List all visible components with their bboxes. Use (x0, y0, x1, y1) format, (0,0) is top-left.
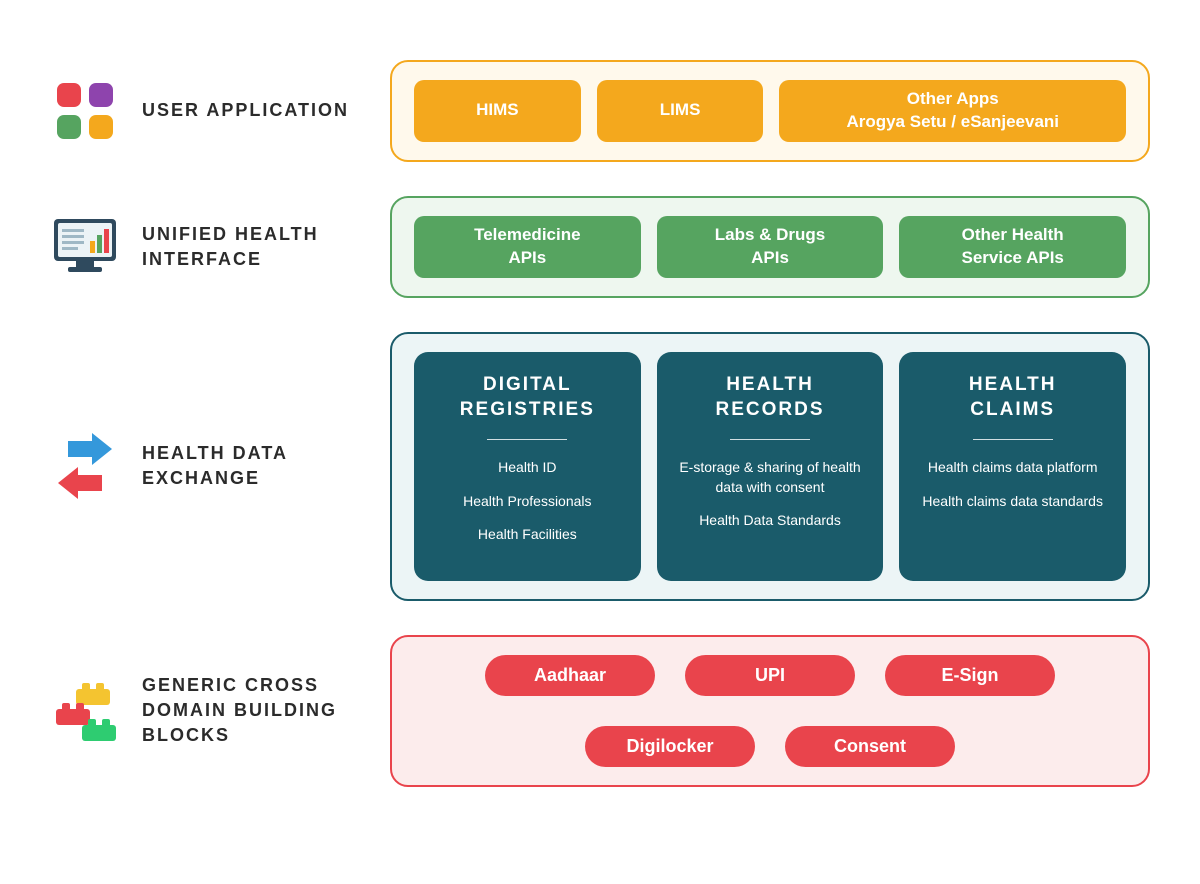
layer-health-data-exchange: HEALTH DATA EXCHANGE DIGITALREGISTRIES He… (50, 332, 1150, 601)
card-item: Health Data Standards (699, 511, 841, 531)
layer-left: GENERIC CROSS DOMAIN BUILDING BLOCKS (50, 673, 390, 749)
card-title-line: REGISTRIES (460, 397, 595, 423)
chip-line: Other Health (962, 224, 1064, 247)
card-title: HEALTHRECORDS (716, 372, 825, 423)
title-text: HEALTH DATA EXCHANGE (142, 443, 287, 488)
layer-title: UNIFIED HEALTH INTERFACE (142, 222, 390, 272)
card-item: Health Facilities (478, 525, 577, 545)
card-health-data-exchange-1: HEALTHRECORDS E-storage & sharing of heal… (657, 352, 884, 581)
pill-aadhaar: Aadhaar (485, 655, 655, 696)
card-health-data-exchange-0: DIGITALREGISTRIES Health ID Health Profess… (414, 352, 641, 581)
chip-line: Other Apps (907, 88, 999, 111)
pill-consent: Consent (785, 726, 955, 767)
card-item: Health ID (498, 458, 556, 478)
card-title-line: RECORDS (716, 397, 825, 423)
pill-upi: UPI (685, 655, 855, 696)
layer-title: USER APPLICATION (142, 98, 349, 123)
chip-line: APIs (751, 247, 789, 270)
chip-line: LIMS (660, 99, 701, 122)
card-item: Health claims data standards (922, 492, 1103, 512)
layer-user-application: USER APPLICATION HIMS LIMS Other AppsArogy… (50, 60, 1150, 162)
layer-title: HEALTH DATA EXCHANGE (142, 441, 390, 491)
apps-icon (50, 76, 120, 146)
layer-container-gcdbb: Aadhaar UPI E-Sign Digilocker Consent (390, 635, 1150, 787)
layer-unified-health-interface: UNIFIED HEALTH INTERFACE TelemedicineAPI… (50, 196, 1150, 298)
card-health-data-exchange-2: HEALTHCLAIMS Health claims data platform H… (899, 352, 1126, 581)
title-text: UNIFIED HEALTH INTERFACE (142, 224, 319, 269)
chip-user-application-2: Other AppsArogya Setu / eSanjeevani (779, 80, 1126, 142)
pill-digilocker: Digilocker (585, 726, 755, 767)
layer-left: UNIFIED HEALTH INTERFACE (50, 212, 390, 282)
title-text: GENERIC CROSS DOMAIN BUILDING BLOCKS (142, 675, 337, 745)
chip-unified-health-interface-0: TelemedicineAPIs (414, 216, 641, 278)
card-title-line: CLAIMS (969, 397, 1057, 423)
chip-line: Service APIs (961, 247, 1063, 270)
card-title-line: HEALTH (716, 372, 825, 398)
chip-user-application-1: LIMS (597, 80, 764, 142)
chip-unified-health-interface-2: Other HealthService APIs (899, 216, 1126, 278)
layer-title: GENERIC CROSS DOMAIN BUILDING BLOCKS (142, 673, 362, 749)
chip-line: Arogya Setu / eSanjeevani (846, 111, 1059, 134)
card-divider (973, 439, 1053, 440)
layer-container-hde: DIGITALREGISTRIES Health ID Health Profess… (390, 332, 1150, 601)
card-title-line: HEALTH (969, 372, 1057, 398)
card-title-line: DIGITAL (460, 372, 595, 398)
card-title: HEALTHCLAIMS (969, 372, 1057, 423)
card-item: Health Professionals (463, 492, 591, 512)
layer-generic-cross-domain: GENERIC CROSS DOMAIN BUILDING BLOCKS Aad… (50, 635, 1150, 787)
chip-line: HIMS (476, 99, 519, 122)
chip-unified-health-interface-1: Labs & DrugsAPIs (657, 216, 884, 278)
pill-row-1: Digilocker Consent (414, 726, 1126, 767)
blocks-icon (50, 676, 120, 746)
card-item: Health claims data platform (928, 458, 1098, 478)
exchange-icon (50, 431, 120, 501)
layer-left: HEALTH DATA EXCHANGE (50, 431, 390, 501)
pill-row-0: Aadhaar UPI E-Sign (414, 655, 1126, 696)
chip-line: Labs & Drugs (715, 224, 826, 247)
card-divider (487, 439, 567, 440)
layer-left: USER APPLICATION (50, 76, 390, 146)
layer-container-uhi: TelemedicineAPIsLabs & DrugsAPIsOther He… (390, 196, 1150, 298)
card-title: DIGITALREGISTRIES (460, 372, 595, 423)
card-item: E-storage & sharing of health data with … (675, 458, 866, 497)
chip-user-application-0: HIMS (414, 80, 581, 142)
card-divider (730, 439, 810, 440)
pill-e-sign: E-Sign (885, 655, 1055, 696)
monitor-icon (50, 212, 120, 282)
chip-line: Telemedicine (474, 224, 580, 247)
chip-line: APIs (508, 247, 546, 270)
layer-container-user-application: HIMS LIMS Other AppsArogya Setu / eSanjeev… (390, 60, 1150, 162)
